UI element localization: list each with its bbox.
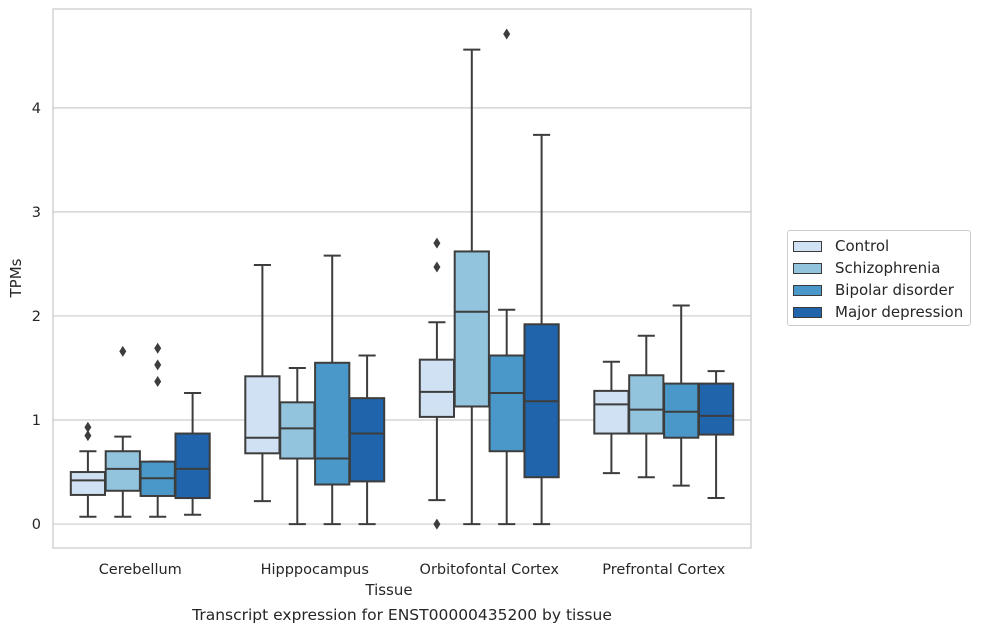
axis-ticks: 0 1 2 3 4 Cerebellum Hipppocampus Orbitofontal … (32, 101, 726, 578)
box-bipolar-disorder-0 (139, 342, 176, 518)
legend-swatch-bipolar-disorder (793, 284, 822, 296)
x-tick-label: Cerebellum (99, 562, 182, 578)
box-body (174, 432, 211, 500)
legend-item-major-depression: Major depression (793, 302, 963, 322)
plot-background (53, 9, 751, 548)
box-body (314, 361, 351, 486)
figure-caption: Transcript expression for ENST0000043520… (192, 606, 612, 624)
box-major-depression-1 (348, 354, 386, 526)
legend-item-control: Control (793, 236, 889, 256)
box-body (453, 250, 490, 408)
legend-label-schizophrenia: Schizophrenia (835, 259, 941, 277)
outlier-point (84, 430, 92, 442)
y-tick-label: 3 (32, 205, 41, 221)
outlier-point (433, 261, 441, 273)
box-major-depression-2 (523, 133, 560, 526)
y-tick-label: 4 (32, 101, 41, 117)
grid-lines (53, 9, 751, 548)
outlier-point (84, 421, 92, 433)
outlier-point (433, 518, 441, 530)
box-schizophrenia-3 (628, 334, 665, 479)
outlier-point (503, 28, 511, 40)
box-body (104, 450, 141, 492)
box-control-0 (69, 421, 107, 518)
box-major-depression-0 (174, 391, 211, 516)
x-axis-label: Tissue (364, 581, 412, 599)
box-series (69, 28, 735, 530)
y-tick-label: 0 (32, 517, 41, 533)
box-body (418, 358, 456, 418)
legend: Control Schizophrenia Bipolar disorder M… (787, 230, 971, 326)
x-tick-label: Hipppocampus (261, 562, 369, 578)
x-tick-label: Orbitofontal Cortex (420, 562, 560, 578)
legend-item-schizophrenia: Schizophrenia (793, 258, 940, 278)
box-schizophrenia-1 (279, 366, 316, 526)
box-schizophrenia-2 (453, 48, 490, 526)
legend-swatch-schizophrenia (793, 262, 822, 274)
outlier-point (154, 342, 162, 354)
y-tick-label: 2 (32, 309, 41, 325)
x-tick-label: Prefrontal Cortex (602, 562, 725, 578)
box-control-1 (244, 263, 281, 503)
plot-frame (52, 8, 752, 549)
box-body (488, 354, 525, 453)
box-body (663, 382, 700, 439)
legend-item-bipolar-disorder: Bipolar disorder (793, 280, 954, 300)
box-body (69, 471, 107, 496)
box-body (593, 389, 630, 435)
outlier-point (154, 359, 162, 371)
y-tick-label: 1 (32, 413, 41, 429)
box-body (697, 382, 735, 436)
box-body (348, 397, 386, 483)
y-axis-label: TPMs (7, 258, 25, 298)
box-body (279, 401, 316, 460)
legend-label-major-depression: Major depression (835, 303, 964, 321)
box-major-depression-3 (697, 370, 735, 500)
box-control-2 (418, 237, 456, 530)
outlier-point (154, 376, 162, 388)
box-body (628, 374, 665, 435)
outlier-point (433, 237, 441, 249)
outlier-point (119, 345, 127, 357)
box-body (244, 375, 281, 455)
box-bipolar-disorder-2 (488, 28, 525, 526)
legend-swatch-control (793, 240, 822, 252)
legend-label-bipolar-disorder: Bipolar disorder (835, 281, 954, 299)
legend-swatch-major-depression (793, 306, 822, 318)
legend-label-control: Control (835, 237, 890, 255)
